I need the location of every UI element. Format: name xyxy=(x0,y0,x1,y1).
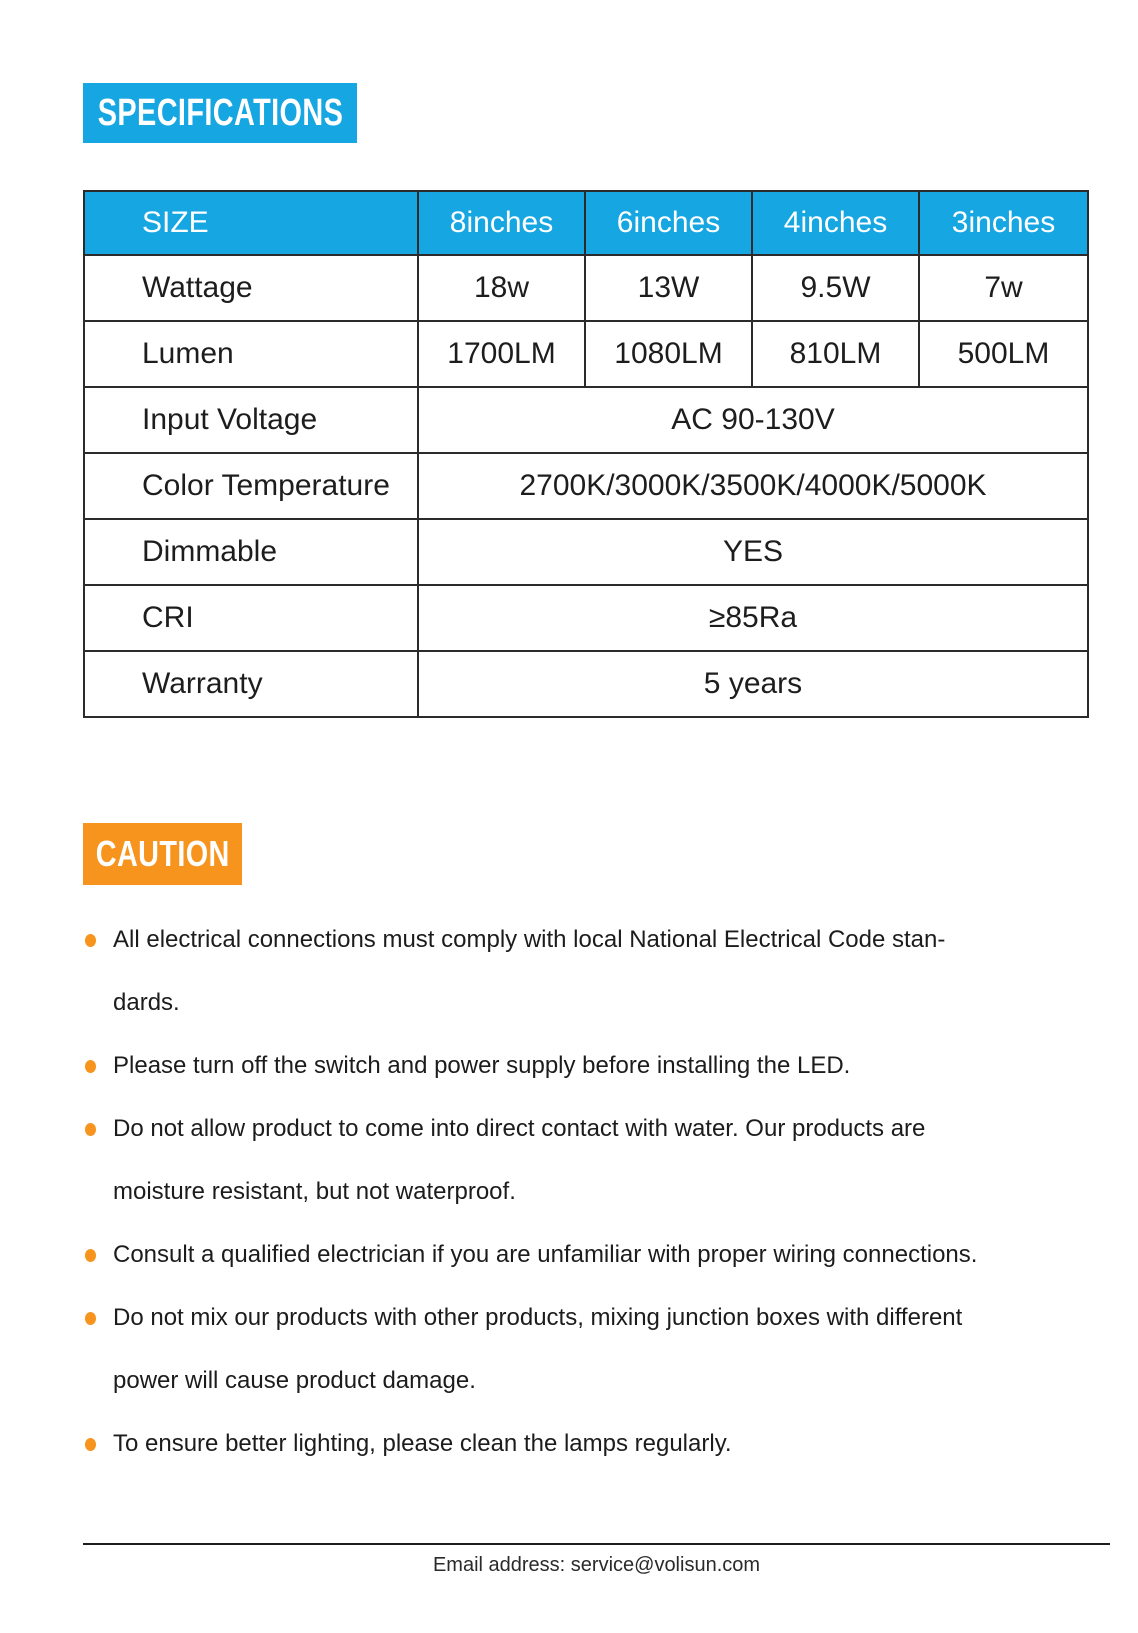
color-temperature-value: 2700K/3000K/3500K/4000K/5000K xyxy=(417,452,1089,520)
caution-text-line: To ensure better lighting, please clean … xyxy=(113,1430,732,1457)
warranty-value: 5 years xyxy=(417,650,1089,718)
table-header-8inches: 8inches xyxy=(417,190,586,256)
caution-text-line: Please turn off the switch and power sup… xyxy=(113,1052,851,1079)
input-voltage-value: AC 90-130V xyxy=(417,386,1089,454)
caution-bullet-list: All electrical connections must comply w… xyxy=(83,908,1073,1475)
table-header-row: SIZE 8inches 6inches 4inches 3inches xyxy=(83,190,1089,256)
row-label-dimmable: Dimmable xyxy=(83,518,419,586)
list-item: Please turn off the switch and power sup… xyxy=(83,1034,1073,1097)
table-row-input-voltage: Input Voltage AC 90-130V xyxy=(83,386,1089,454)
footer-divider xyxy=(83,1543,1110,1545)
caution-text-line: dards. xyxy=(113,989,180,1016)
row-label-cri: CRI xyxy=(83,584,419,652)
table-row-warranty: Warranty 5 years xyxy=(83,650,1089,718)
bullet-dot-icon xyxy=(85,1249,96,1262)
footer-email-text: Email address: service@volisun.com xyxy=(432,1554,761,1576)
caution-text-line: All electrical connections must comply w… xyxy=(113,926,946,953)
list-item: Do not allow product to come into direct… xyxy=(83,1097,1073,1223)
dimmable-value: YES xyxy=(417,518,1089,586)
specifications-table: SIZE 8inches 6inches 4inches 3inches Wat… xyxy=(83,190,1089,718)
bullet-dot-icon xyxy=(85,1312,96,1325)
list-item: All electrical connections must comply w… xyxy=(83,908,1073,1034)
caution-text-line: Consult a qualified electrician if you a… xyxy=(113,1241,978,1268)
table-row-color-temperature: Color Temperature 2700K/3000K/3500K/4000… xyxy=(83,452,1089,520)
specifications-badge-label: SPECIFICATIONS xyxy=(97,91,343,134)
bullet-dot-icon xyxy=(85,934,96,947)
list-item: Do not mix our products with other produ… xyxy=(83,1286,1073,1412)
caution-badge: CAUTION xyxy=(83,823,242,885)
caution-badge-label: CAUTION xyxy=(95,833,230,874)
row-label-color-temperature: Color Temperature xyxy=(83,452,419,520)
table-row-cri: CRI ≥85Ra xyxy=(83,584,1089,652)
table-row-lumen: Lumen 1700LM 1080LM 810LM 500LM xyxy=(83,320,1089,388)
wattage-4inches: 9.5W xyxy=(751,254,920,322)
lumen-4inches: 810LM xyxy=(751,320,920,388)
caution-text-line: moisture resistant, but not waterproof. xyxy=(113,1178,516,1205)
table-header-3inches: 3inches xyxy=(918,190,1089,256)
row-label-wattage: Wattage xyxy=(83,254,419,322)
wattage-6inches: 13W xyxy=(584,254,753,322)
row-label-warranty: Warranty xyxy=(83,650,419,718)
caution-text-line: power will cause product damage. xyxy=(113,1367,476,1394)
caution-text-line: Do not mix our products with other produ… xyxy=(113,1304,963,1331)
bullet-dot-icon xyxy=(85,1060,96,1073)
bullet-dot-icon xyxy=(85,1123,96,1136)
row-label-lumen: Lumen xyxy=(83,320,419,388)
table-row-dimmable: Dimmable YES xyxy=(83,518,1089,586)
list-item: To ensure better lighting, please clean … xyxy=(83,1412,1073,1475)
lumen-8inches: 1700LM xyxy=(417,320,586,388)
cri-value: ≥85Ra xyxy=(417,584,1089,652)
lumen-3inches: 500LM xyxy=(918,320,1089,388)
table-header-6inches: 6inches xyxy=(584,190,753,256)
table-header-4inches: 4inches xyxy=(751,190,920,256)
specifications-badge: SPECIFICATIONS xyxy=(83,83,357,143)
bullet-dot-icon xyxy=(85,1438,96,1451)
caution-text-line: Do not allow product to come into direct… xyxy=(113,1115,926,1142)
wattage-8inches: 18w xyxy=(417,254,586,322)
table-row-wattage: Wattage 18w 13W 9.5W 7w xyxy=(83,254,1089,322)
lumen-6inches: 1080LM xyxy=(584,320,753,388)
wattage-3inches: 7w xyxy=(918,254,1089,322)
row-label-input-voltage: Input Voltage xyxy=(83,386,419,454)
table-header-size: SIZE xyxy=(83,190,419,256)
list-item: Consult a qualified electrician if you a… xyxy=(83,1223,1073,1286)
